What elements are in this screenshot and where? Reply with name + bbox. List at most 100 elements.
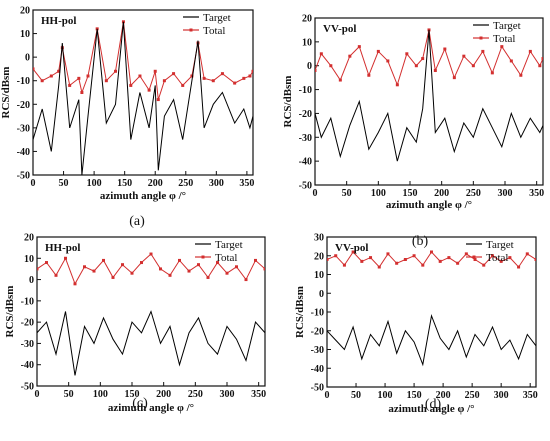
y-tick-label: 10 [20, 29, 30, 40]
data-point [405, 52, 409, 56]
data-point [414, 64, 418, 68]
y-tick-label: 30 [314, 233, 324, 244]
data-point [138, 74, 142, 78]
data-point [481, 49, 485, 53]
x-axis-label: azimuth angle φ /° [100, 190, 186, 202]
data-point [111, 275, 115, 279]
panel-caption: (d) [425, 397, 442, 412]
data-point [528, 49, 532, 53]
data-point [517, 265, 521, 269]
legend-marker [201, 255, 205, 259]
data-point [319, 52, 323, 56]
y-tick-label: -30 [17, 123, 30, 134]
x-tick-label: 350 [239, 178, 254, 189]
data-point [130, 271, 134, 275]
data-point [452, 76, 456, 80]
data-point [499, 259, 503, 263]
data-point [197, 263, 200, 267]
data-point [54, 273, 58, 277]
data-point [464, 252, 468, 256]
x-tick-label: 200 [148, 178, 163, 189]
data-point [202, 76, 206, 80]
data-point [102, 258, 105, 262]
panel-label: VV-pol [323, 23, 356, 35]
data-point [357, 45, 361, 49]
data-point [172, 72, 176, 76]
series-target [37, 310, 265, 376]
x-axis-label: azimuth angle φ /° [388, 403, 474, 415]
x-tick-label: 50 [342, 188, 352, 199]
data-point [538, 64, 542, 68]
data-point [206, 275, 210, 279]
y-tick-label: 0 [319, 289, 324, 300]
data-point [443, 47, 447, 51]
y-axis-label: RCS/dBsm [294, 286, 306, 338]
data-point [153, 69, 157, 73]
data-point [37, 267, 39, 271]
data-point [525, 252, 529, 256]
data-point [129, 83, 133, 87]
data-point [473, 258, 477, 261]
y-tick-label: -50 [299, 181, 312, 192]
data-point [369, 256, 373, 260]
data-point [395, 83, 399, 87]
data-point [159, 267, 162, 271]
data-point [73, 282, 77, 286]
data-point [433, 68, 437, 72]
x-tick-label: 150 [117, 178, 132, 189]
panel-caption: (c) [132, 396, 148, 411]
data-point [156, 98, 160, 102]
data-point [242, 76, 246, 80]
y-tick-label: -10 [17, 76, 30, 87]
data-point [49, 74, 53, 78]
y-tick-label: -30 [21, 339, 34, 350]
data-point [338, 78, 342, 82]
data-point [248, 74, 252, 78]
x-tick-label: 50 [64, 389, 74, 400]
data-point [447, 256, 451, 260]
chart-panel-c: 0 50 100 150 200 250 300 350 -50 -40 -30 -20 -10 0 10 2… [4, 233, 266, 415]
legend-entry: Total [203, 25, 225, 37]
y-axis-label: RCS/dBsm [4, 286, 16, 338]
data-point [92, 269, 96, 273]
panel-caption: (b) [412, 234, 429, 249]
data-point [187, 269, 191, 273]
y-axis-label: RCS/dBsm [282, 76, 294, 128]
data-point [386, 59, 390, 63]
data-point [83, 265, 86, 269]
plot-frame [36, 236, 266, 387]
y-tick-label: 10 [302, 37, 312, 48]
panel-label: VV-pol [335, 242, 368, 254]
y-tick-label: -50 [17, 171, 30, 182]
chart-panel-d: 0 50 100 150 200 250 300 350 -50 -40 -30 -20 -10 0 10 2… [294, 233, 538, 416]
x-tick-label: 100 [378, 390, 393, 401]
x-tick-label: 250 [178, 178, 193, 189]
data-point [519, 73, 523, 77]
panel-label: HH-pol [45, 242, 80, 254]
y-tick-label: -20 [299, 109, 312, 120]
data-point [376, 49, 380, 53]
data-point [114, 69, 117, 73]
series-line-target [33, 21, 253, 175]
data-point [403, 258, 407, 261]
chart-panel-a: 0 50 100 150 200 250 300 350 -50 -40 -30 -20 -10 0 10 2… [0, 6, 254, 230]
y-tick-label: 20 [24, 233, 34, 244]
data-point [68, 83, 72, 87]
data-point [168, 273, 172, 277]
data-point [80, 91, 84, 94]
data-point [220, 72, 224, 76]
x-tick-label: 200 [436, 390, 451, 401]
data-point [508, 256, 512, 260]
data-point [329, 64, 333, 68]
data-point [430, 250, 433, 254]
data-point [244, 278, 248, 282]
data-point [342, 263, 346, 267]
y-tick-label: -30 [299, 133, 312, 144]
y-tick-label: 10 [24, 254, 34, 265]
x-axis-label: azimuth angle φ /° [108, 402, 194, 414]
data-point [315, 68, 317, 72]
data-point [509, 59, 513, 63]
series-target [33, 21, 253, 175]
x-tick-label: 350 [523, 390, 538, 401]
data-point [162, 79, 166, 83]
